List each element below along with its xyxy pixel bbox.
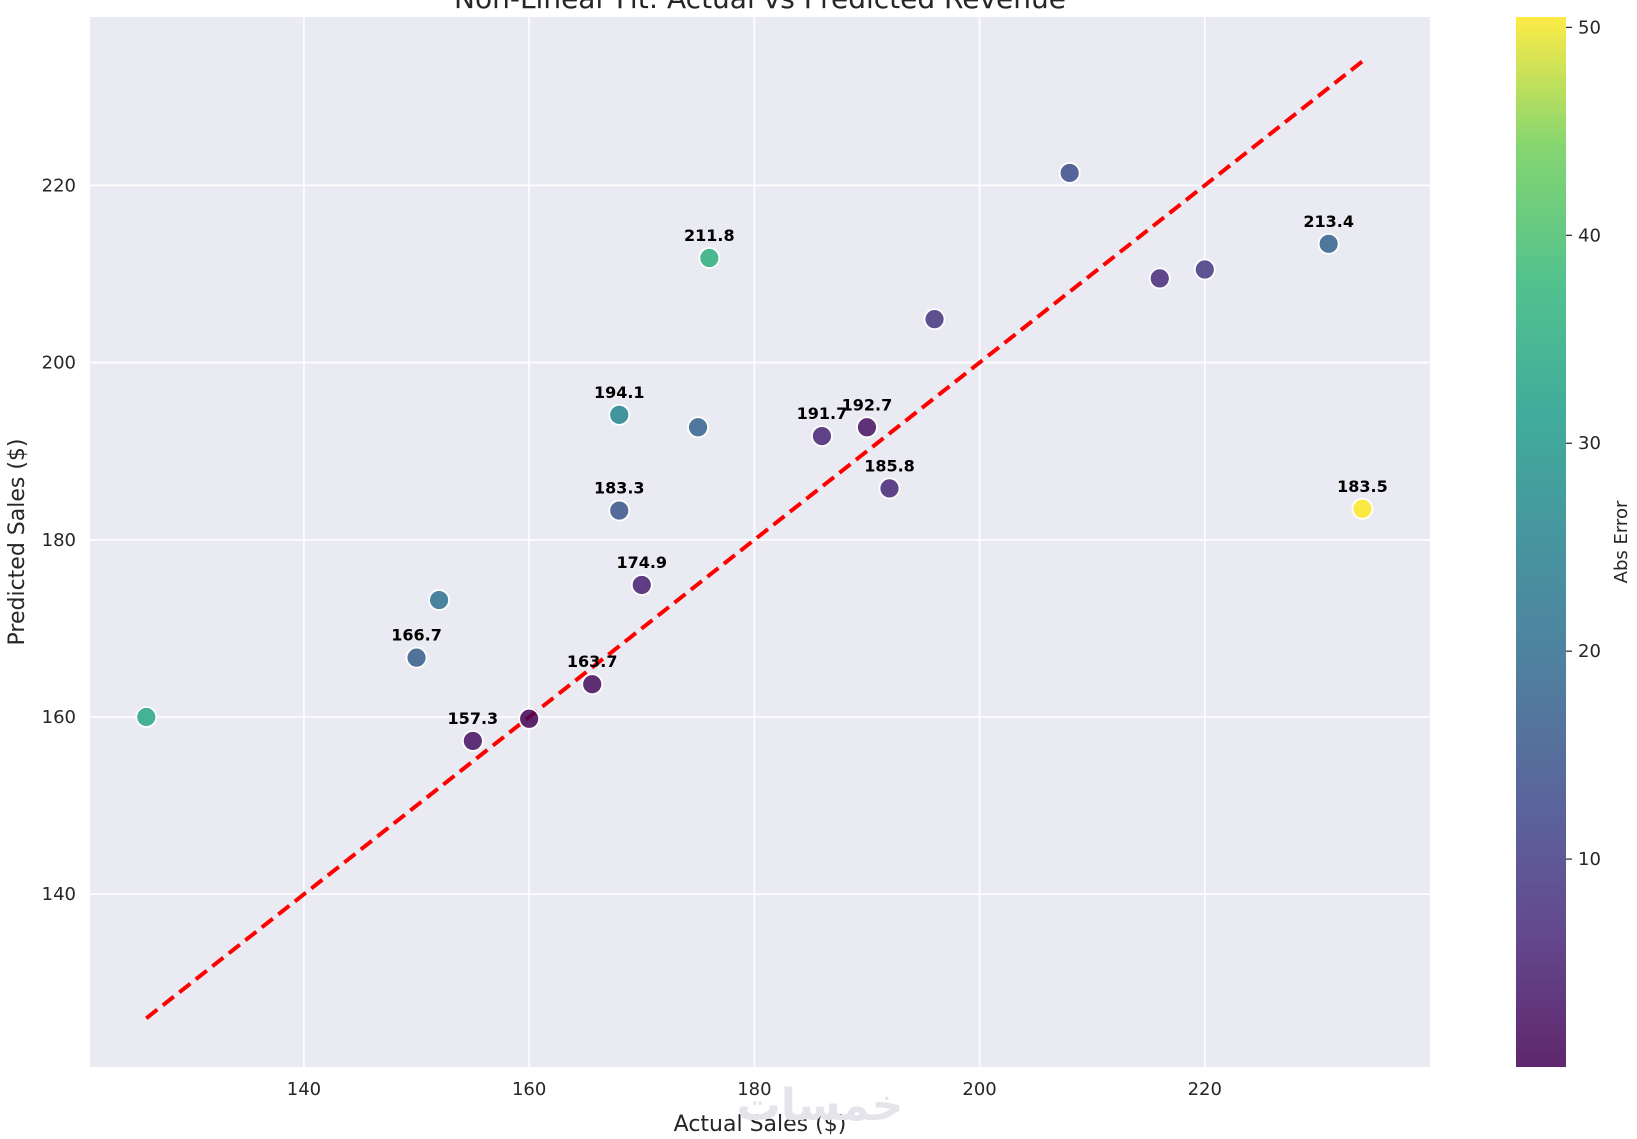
point-annotation: 166.7 bbox=[391, 626, 442, 645]
x-axis-label: Actual Sales ($) bbox=[674, 1112, 847, 1137]
point-annotation: 194.1 bbox=[594, 383, 645, 402]
data-point bbox=[608, 499, 631, 522]
plot-area bbox=[90, 17, 1430, 1067]
colorbar-tick-label: 40 bbox=[1578, 225, 1601, 246]
data-point bbox=[687, 416, 709, 439]
y-tick-label: 180 bbox=[42, 530, 76, 551]
x-tick-label: 180 bbox=[737, 1079, 771, 1100]
x-tick-labels: 140 160 180 200 220 bbox=[287, 1079, 1222, 1100]
chart-title: Non-Linear Fit: Actual vs Predicted Reve… bbox=[454, 0, 1066, 15]
x-tick-label: 160 bbox=[512, 1079, 546, 1100]
data-points bbox=[135, 162, 1374, 752]
point-annotation: 213.4 bbox=[1303, 212, 1354, 231]
colorbar-tick-label: 30 bbox=[1578, 433, 1601, 454]
data-point bbox=[608, 403, 631, 426]
data-point bbox=[135, 706, 158, 728]
point-annotation: 183.3 bbox=[594, 479, 645, 498]
point-annotation: 185.8 bbox=[864, 456, 915, 475]
point-annotation: 211.8 bbox=[684, 226, 735, 245]
y-tick-label: 220 bbox=[42, 175, 76, 196]
data-point bbox=[856, 416, 878, 439]
y-axis-label: Predicted Sales ($) bbox=[5, 439, 30, 646]
point-annotation: 192.7 bbox=[842, 395, 893, 414]
y-tick-label: 160 bbox=[42, 707, 76, 728]
x-tick-label: 140 bbox=[287, 1079, 321, 1100]
x-tick-label: 200 bbox=[962, 1079, 996, 1100]
watermark: خمسات bbox=[737, 1080, 904, 1131]
data-point bbox=[878, 477, 901, 500]
data-point bbox=[1351, 497, 1374, 520]
data-point bbox=[630, 574, 653, 596]
data-point bbox=[428, 589, 450, 611]
data-point bbox=[1058, 162, 1081, 184]
data-point bbox=[405, 646, 428, 669]
annotations: 166.7 157.3 163.7 183.3 194.1 174.9 211.8 191.7… bbox=[391, 212, 1387, 728]
data-point bbox=[1193, 258, 1216, 281]
point-annotation: 183.5 bbox=[1337, 477, 1388, 496]
point-annotation: 191.7 bbox=[797, 404, 848, 423]
colorbar bbox=[1516, 17, 1566, 1067]
data-point bbox=[581, 673, 604, 696]
colorbar-ticks: 10 20 30 40 50 bbox=[1566, 17, 1601, 870]
colorbar-tick-label: 10 bbox=[1578, 849, 1601, 870]
colorbar-tick-label: 50 bbox=[1578, 17, 1601, 38]
data-point bbox=[811, 425, 833, 448]
colorbar-label: Abs Error bbox=[1611, 500, 1632, 583]
data-point bbox=[1317, 232, 1340, 255]
point-annotation: 174.9 bbox=[616, 553, 667, 572]
data-point bbox=[461, 730, 484, 752]
y-tick-labels: 140 160 180 200 220 bbox=[42, 175, 76, 905]
data-point bbox=[698, 247, 721, 269]
point-annotation: 163.7 bbox=[567, 652, 618, 671]
colorbar-tick-label: 20 bbox=[1578, 641, 1601, 662]
data-point bbox=[1148, 267, 1171, 290]
reference-line bbox=[145, 59, 1364, 1020]
y-tick-label: 200 bbox=[42, 353, 76, 374]
data-point bbox=[518, 707, 541, 730]
x-tick-label: 220 bbox=[1188, 1079, 1222, 1100]
point-annotation: 157.3 bbox=[448, 709, 499, 728]
y-tick-label: 140 bbox=[42, 884, 76, 905]
data-point bbox=[923, 308, 946, 331]
